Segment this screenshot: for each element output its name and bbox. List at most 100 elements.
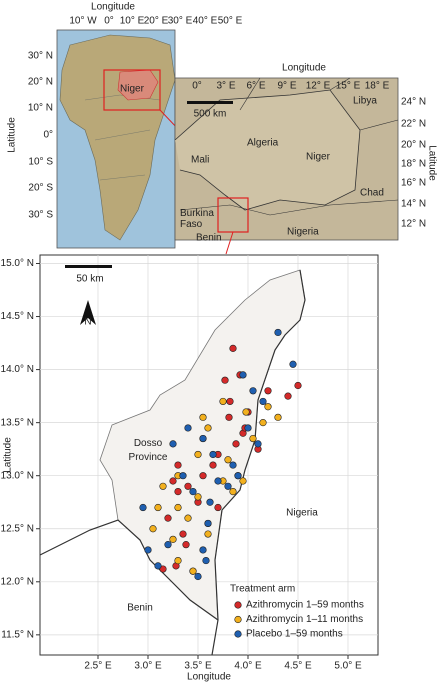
site-point [214,503,222,512]
site-point [214,477,222,485]
x-tick-label: 12° E [306,81,331,92]
y-tick-label: 12° N [401,219,426,230]
y-tick-label: 20° N [401,140,426,151]
y-tick-label: 12.0° N [1,576,34,587]
site-point [139,503,147,512]
site-point [169,477,177,485]
site-point [221,376,229,384]
site-point [204,424,212,432]
site-point [242,408,250,416]
scale-label: 50 km [76,274,103,285]
map-label: Dosso Province [129,438,168,463]
north-arrow [80,300,96,325]
legend-label: Azithromycin 1–59 months [246,600,364,611]
site-point [289,360,297,368]
y-tick-label: 13.5° N [1,417,34,428]
x-tick-label: 3.0° E [134,661,162,672]
site-point [169,535,177,543]
site-point [232,440,240,448]
site-point [204,519,212,528]
north-label: N [84,317,91,328]
site-point [199,546,207,554]
site-point [209,450,217,459]
site-point [174,503,182,512]
y-tick-label: 10° N [28,103,53,114]
x-tick-label: 40° E [193,16,218,27]
x-axis-label: Longitude [187,672,231,683]
map-label: Benin [127,603,153,614]
y-tick-label: 16° N [401,178,426,189]
site-point [259,419,267,427]
site-point [259,397,267,406]
zoom-line [225,231,234,255]
legend-swatch [234,601,242,609]
site-point [194,493,202,501]
site-point [194,450,202,459]
legend-label: Azithromycin 1–11 months [246,614,363,625]
y-tick-label: 13.0° N [1,470,34,481]
y-tick-label: 30° S [28,210,53,221]
y-tick-label: 10° S [28,157,53,168]
y-tick-label: 24° N [401,97,426,108]
site-point [154,562,162,570]
site-point [164,514,172,522]
y-tick-label: 30° N [28,51,53,62]
site-point [202,556,210,565]
site-point [239,371,247,379]
y-tick-label: 14.0° N [1,364,34,375]
x-tick-label: 10° E [120,16,145,27]
site-point [206,498,214,506]
highlight-box [103,69,161,111]
x-tick-label: 15° E [336,81,361,92]
map-label: Benin [196,233,222,244]
scale-bar [187,101,233,104]
site-point [164,541,172,549]
map-label: Chad [360,188,384,199]
site-point [229,461,237,469]
x-tick-label: 0° [192,81,202,92]
legend-swatch [234,615,242,624]
site-point [149,525,157,533]
x-tick-label: 2.5° E [84,661,112,672]
site-point [264,387,272,395]
site-point [219,397,227,406]
site-point [184,424,192,432]
x-tick-label: 18° E [365,81,390,92]
site-point [184,514,192,522]
site-point [189,488,197,496]
y-tick-label: 18° N [401,159,426,170]
x-tick-label: 4.5° E [284,661,312,672]
site-point [169,440,177,448]
y-tick-label: 14.5° N [1,311,34,322]
scale-bar [65,265,112,268]
site-point [264,403,272,411]
map-label: Algeria [247,138,279,149]
map-label: Niger [120,84,145,95]
site-point [159,482,167,490]
y-tick-label: 14° N [401,199,426,210]
site-point [274,413,282,421]
inset-borders [179,77,399,216]
site-point [244,424,252,432]
map-label: Nigeria [286,508,318,519]
scale-label: 500 km [194,109,227,120]
x-tick-label: 3.5° E [184,661,212,672]
site-point [199,413,207,421]
site-point [182,541,190,549]
y-tick-label: 11.5° N [1,629,34,640]
site-point [254,440,262,448]
x-tick-label: 0° [104,16,114,27]
x-tick-label: 6° E [246,81,265,92]
inset-title: Longitude [282,63,326,74]
x-tick-label: 9° E [277,81,296,92]
site-point [204,530,212,538]
map-label: Nigeria [287,227,319,238]
site-point [174,488,182,496]
site-point [294,381,302,390]
site-point [274,328,282,337]
site-point [249,387,257,395]
map-label: Burkina Faso [180,208,214,230]
niger-outline [174,89,361,211]
inset-ylabel: Latitude [7,117,18,153]
